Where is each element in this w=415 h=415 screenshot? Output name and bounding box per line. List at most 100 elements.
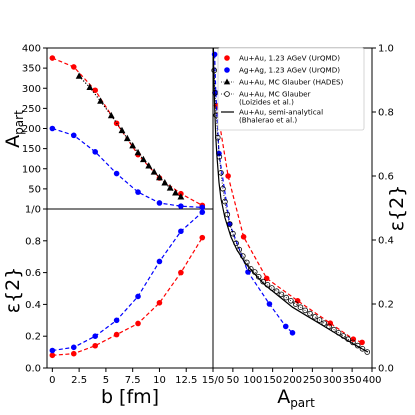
data-point-top-left: [139, 155, 147, 163]
data-point-right: [297, 304, 304, 311]
data-point-top-left: [156, 173, 163, 181]
series-line-top-left-1: [52, 127, 203, 208]
y-tick-label: 0.4: [378, 236, 394, 247]
data-point-right: [266, 301, 273, 307]
data-point-right: [359, 339, 365, 346]
data-point-top-left: [166, 184, 174, 191]
x-tick-label: 150: [263, 375, 282, 386]
legend-label: (Bhalerao et al.): [239, 116, 297, 125]
x-tick-label: 0: [49, 375, 55, 386]
data-point-top-left: [107, 111, 115, 119]
y-axis-label-right: ε{2}: [386, 185, 408, 232]
x-tick-label: 400: [362, 375, 381, 386]
data-point-top-left: [199, 204, 206, 211]
data-point-top-left: [70, 132, 77, 139]
data-point-right: [364, 349, 371, 355]
data-point-right: [240, 234, 247, 240]
data-point-bottom-left: [178, 228, 184, 235]
plot-frame: [46, 47, 373, 369]
series-line-right-2: [213, 70, 368, 353]
data-point-right: [247, 265, 254, 272]
data-point-top-left: [172, 189, 179, 196]
y-tick-label: 1.0: [378, 44, 394, 55]
data-point-top-left: [113, 170, 120, 177]
x-tick-label: 12.5: [175, 375, 197, 386]
data-point-top-left: [49, 125, 56, 132]
y-tick-label: 300: [22, 84, 41, 95]
data-point-right: [225, 173, 231, 179]
legend-label: Au+Au, MC Glauber: [239, 90, 311, 99]
y-tick-label: 0.0: [378, 364, 394, 375]
x-axis-label-left: b [fm]: [101, 386, 159, 408]
data-point-top-left: [123, 134, 131, 142]
data-point-top-left: [49, 55, 56, 61]
y-tick-label: 350: [22, 64, 41, 75]
data-point-right: [211, 51, 218, 58]
data-point-top-left: [161, 179, 169, 186]
data-point-top-left: [75, 72, 83, 79]
legend-box: [217, 47, 365, 131]
data-point-top-left: [129, 142, 137, 149]
data-point-bottom-left: [49, 352, 56, 359]
legend-circle-icon: [224, 67, 230, 73]
data-point-right: [292, 301, 299, 307]
y-tick-label: 0.0: [25, 364, 41, 375]
data-point-top-left: [156, 200, 163, 206]
x-tick-label: 7.5: [125, 375, 141, 386]
data-point-right: [283, 294, 289, 301]
data-point-top-left: [97, 97, 104, 104]
data-point-top-left: [178, 203, 184, 209]
data-point-right: [273, 288, 280, 295]
data-point-top-left: [92, 149, 98, 155]
x-tick-label: 200: [283, 375, 302, 386]
data-point-bottom-left: [92, 342, 98, 349]
x-tick-label: 250: [303, 375, 322, 386]
data-point-right: [288, 297, 294, 304]
x-tick-label: 5: [103, 375, 109, 386]
y-tick-label: 0.6: [378, 172, 394, 183]
legend: Au+Au, 1.23 AGeV (UrQMD) Ag+Ag, 1.23 AGeV…: [217, 47, 365, 131]
y-tick-label: 1/0: [25, 205, 41, 216]
data-point-right: [302, 307, 309, 314]
legend-label: Au+Au, 1.23 AGeV (UrQMD): [239, 54, 340, 63]
y-tick-label: 250: [22, 104, 41, 115]
data-point-top-left: [86, 83, 94, 91]
data-point-right: [321, 320, 328, 327]
data-point-right: [307, 310, 313, 317]
data-point-top-left: [135, 189, 141, 195]
legend-label: Au+Au, MC Glauber (HADES): [239, 78, 344, 87]
series-line-bottom-left-1: [52, 211, 203, 352]
data-point-bottom-left: [113, 331, 120, 338]
data-point-right: [289, 330, 296, 336]
y-tick-label: 200: [22, 124, 41, 135]
data-point-right: [220, 186, 226, 192]
x-tick-label: 300: [323, 375, 342, 386]
series-line-right-0: [216, 105, 363, 343]
data-point-top-left: [177, 193, 185, 200]
data-point-right: [359, 345, 366, 352]
data-point-bottom-left: [92, 333, 98, 340]
data-point-right: [316, 317, 323, 323]
x-tick-label: 350: [343, 375, 362, 386]
series-line-bottom-left-0: [52, 237, 203, 356]
data-point-right: [282, 323, 289, 330]
data-point-bottom-left: [156, 300, 163, 306]
series-line-right-3: [212, 47, 369, 353]
y-tick-label: 400: [22, 44, 41, 55]
data-point-right: [311, 313, 318, 320]
data-point-top-left: [118, 126, 126, 134]
data-point-right: [226, 221, 233, 227]
data-point-right: [245, 269, 251, 275]
data-point-bottom-left: [113, 317, 120, 324]
legend-label: Ag+Ag, 1.23 AGeV (UrQMD): [239, 66, 340, 75]
legend-label: (Loizides et al.): [239, 98, 294, 107]
x-tick-label: 10: [153, 375, 166, 386]
x-tick-label: 15/0: [202, 375, 224, 386]
data-point-right: [263, 275, 270, 282]
data-point-right: [222, 198, 228, 205]
data-point-right: [294, 298, 301, 304]
data-point-bottom-left: [70, 344, 77, 351]
data-point-bottom-left: [49, 347, 56, 354]
y-tick-label: 50: [28, 184, 41, 195]
